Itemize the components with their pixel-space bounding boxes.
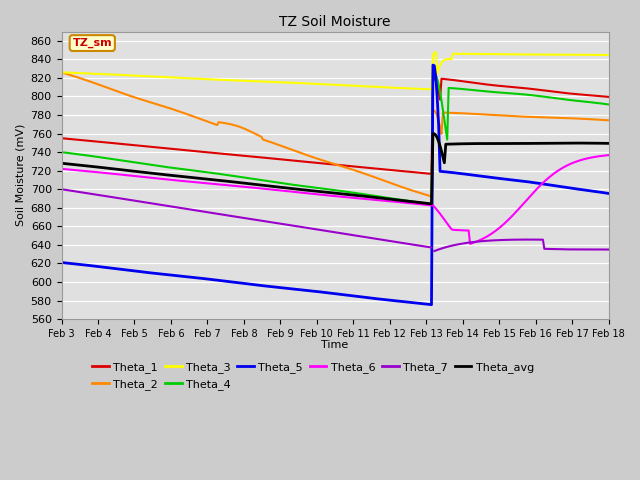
Y-axis label: Soil Moisture (mV): Soil Moisture (mV) (15, 124, 25, 227)
X-axis label: Time: Time (321, 340, 349, 350)
Legend: Theta_1, Theta_2, Theta_3, Theta_4, Theta_5, Theta_6, Theta_7, Theta_avg: Theta_1, Theta_2, Theta_3, Theta_4, Thet… (88, 358, 538, 394)
Text: TZ_sm: TZ_sm (72, 38, 112, 48)
Title: TZ Soil Moisture: TZ Soil Moisture (279, 15, 391, 29)
